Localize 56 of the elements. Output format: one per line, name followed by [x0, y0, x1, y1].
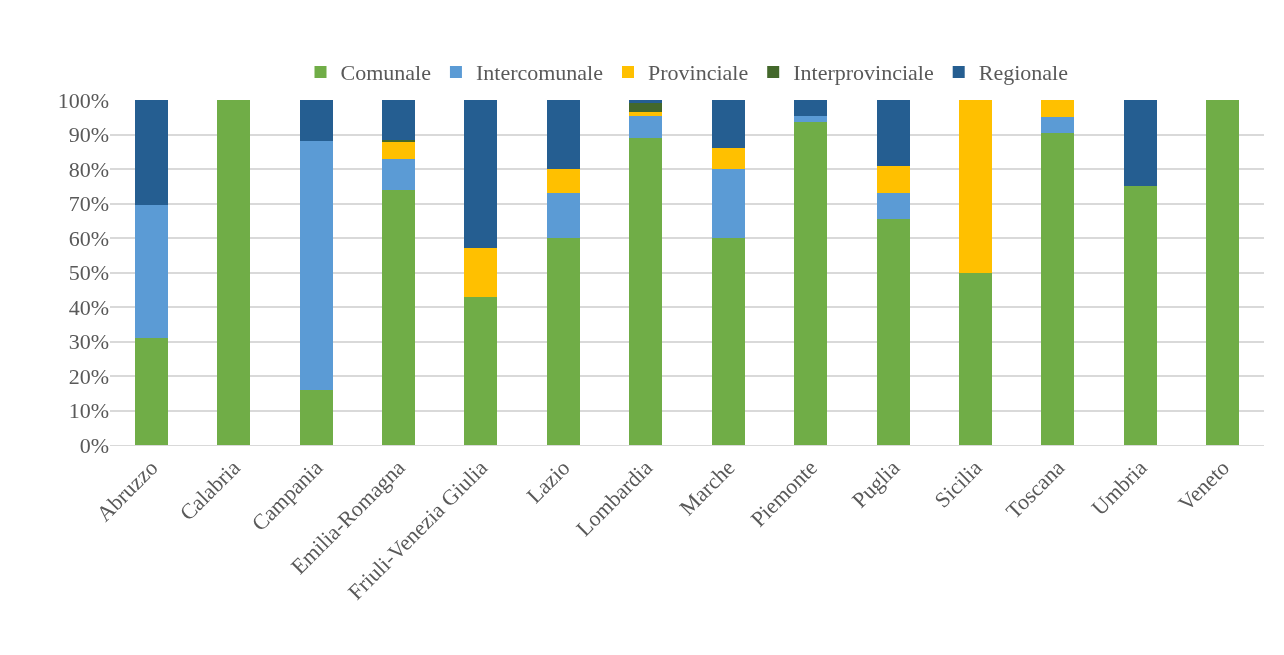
bar: [629, 115, 663, 138]
bar: [546, 100, 580, 169]
bar: [546, 238, 580, 445]
bar: [1041, 100, 1075, 118]
bar: [134, 338, 168, 445]
y-tick-label: 50%: [68, 260, 109, 286]
bar: [299, 141, 333, 390]
legend-label: Interprovinciale: [793, 60, 934, 86]
bar: [382, 189, 415, 445]
bar: [711, 148, 745, 169]
bar: [711, 238, 745, 445]
legend-label: Provinciale: [648, 60, 749, 86]
bar: [1123, 186, 1157, 445]
bar: [629, 103, 663, 113]
bar: [629, 112, 663, 116]
bar: [382, 158, 415, 190]
bar: [134, 100, 168, 206]
y-tick-label: 40%: [68, 294, 109, 320]
bar: [464, 248, 498, 297]
bar: [299, 389, 333, 445]
bar: [876, 193, 910, 220]
bar: [794, 100, 828, 116]
bar: [299, 100, 333, 142]
legend-label: Regionale: [978, 60, 1068, 86]
bar: [1041, 132, 1075, 445]
bar: [959, 272, 992, 445]
bar: [134, 205, 168, 339]
bar: [959, 100, 992, 273]
legend-label: Comunale: [340, 60, 431, 86]
y-tick-label: 60%: [68, 225, 109, 251]
bar: [1206, 100, 1240, 445]
bar: [382, 100, 415, 140]
bar: [546, 193, 580, 238]
bar: [876, 165, 910, 194]
y-tick-label: 80%: [68, 156, 109, 182]
bar: [1123, 100, 1157, 187]
y-tick-label: 20%: [68, 363, 109, 389]
y-tick-label: 10%: [68, 398, 109, 424]
bar: [711, 169, 745, 238]
bar: [876, 219, 910, 445]
bar: [876, 100, 910, 166]
y-tick-label: 0%: [79, 432, 109, 458]
bar: [1041, 117, 1075, 133]
bar: [464, 100, 498, 249]
bar: [794, 122, 828, 445]
bar: [382, 141, 415, 159]
bar: [546, 169, 580, 194]
y-tick-label: 90%: [68, 122, 109, 148]
y-tick-label: 30%: [68, 329, 109, 355]
bar: [711, 100, 745, 149]
bar: [629, 137, 663, 445]
bar: [464, 296, 498, 445]
bar: [217, 100, 251, 445]
legend-label: Intercomunale: [475, 60, 603, 86]
y-tick-label: 70%: [68, 191, 109, 217]
y-tick-label: 100%: [57, 87, 109, 113]
